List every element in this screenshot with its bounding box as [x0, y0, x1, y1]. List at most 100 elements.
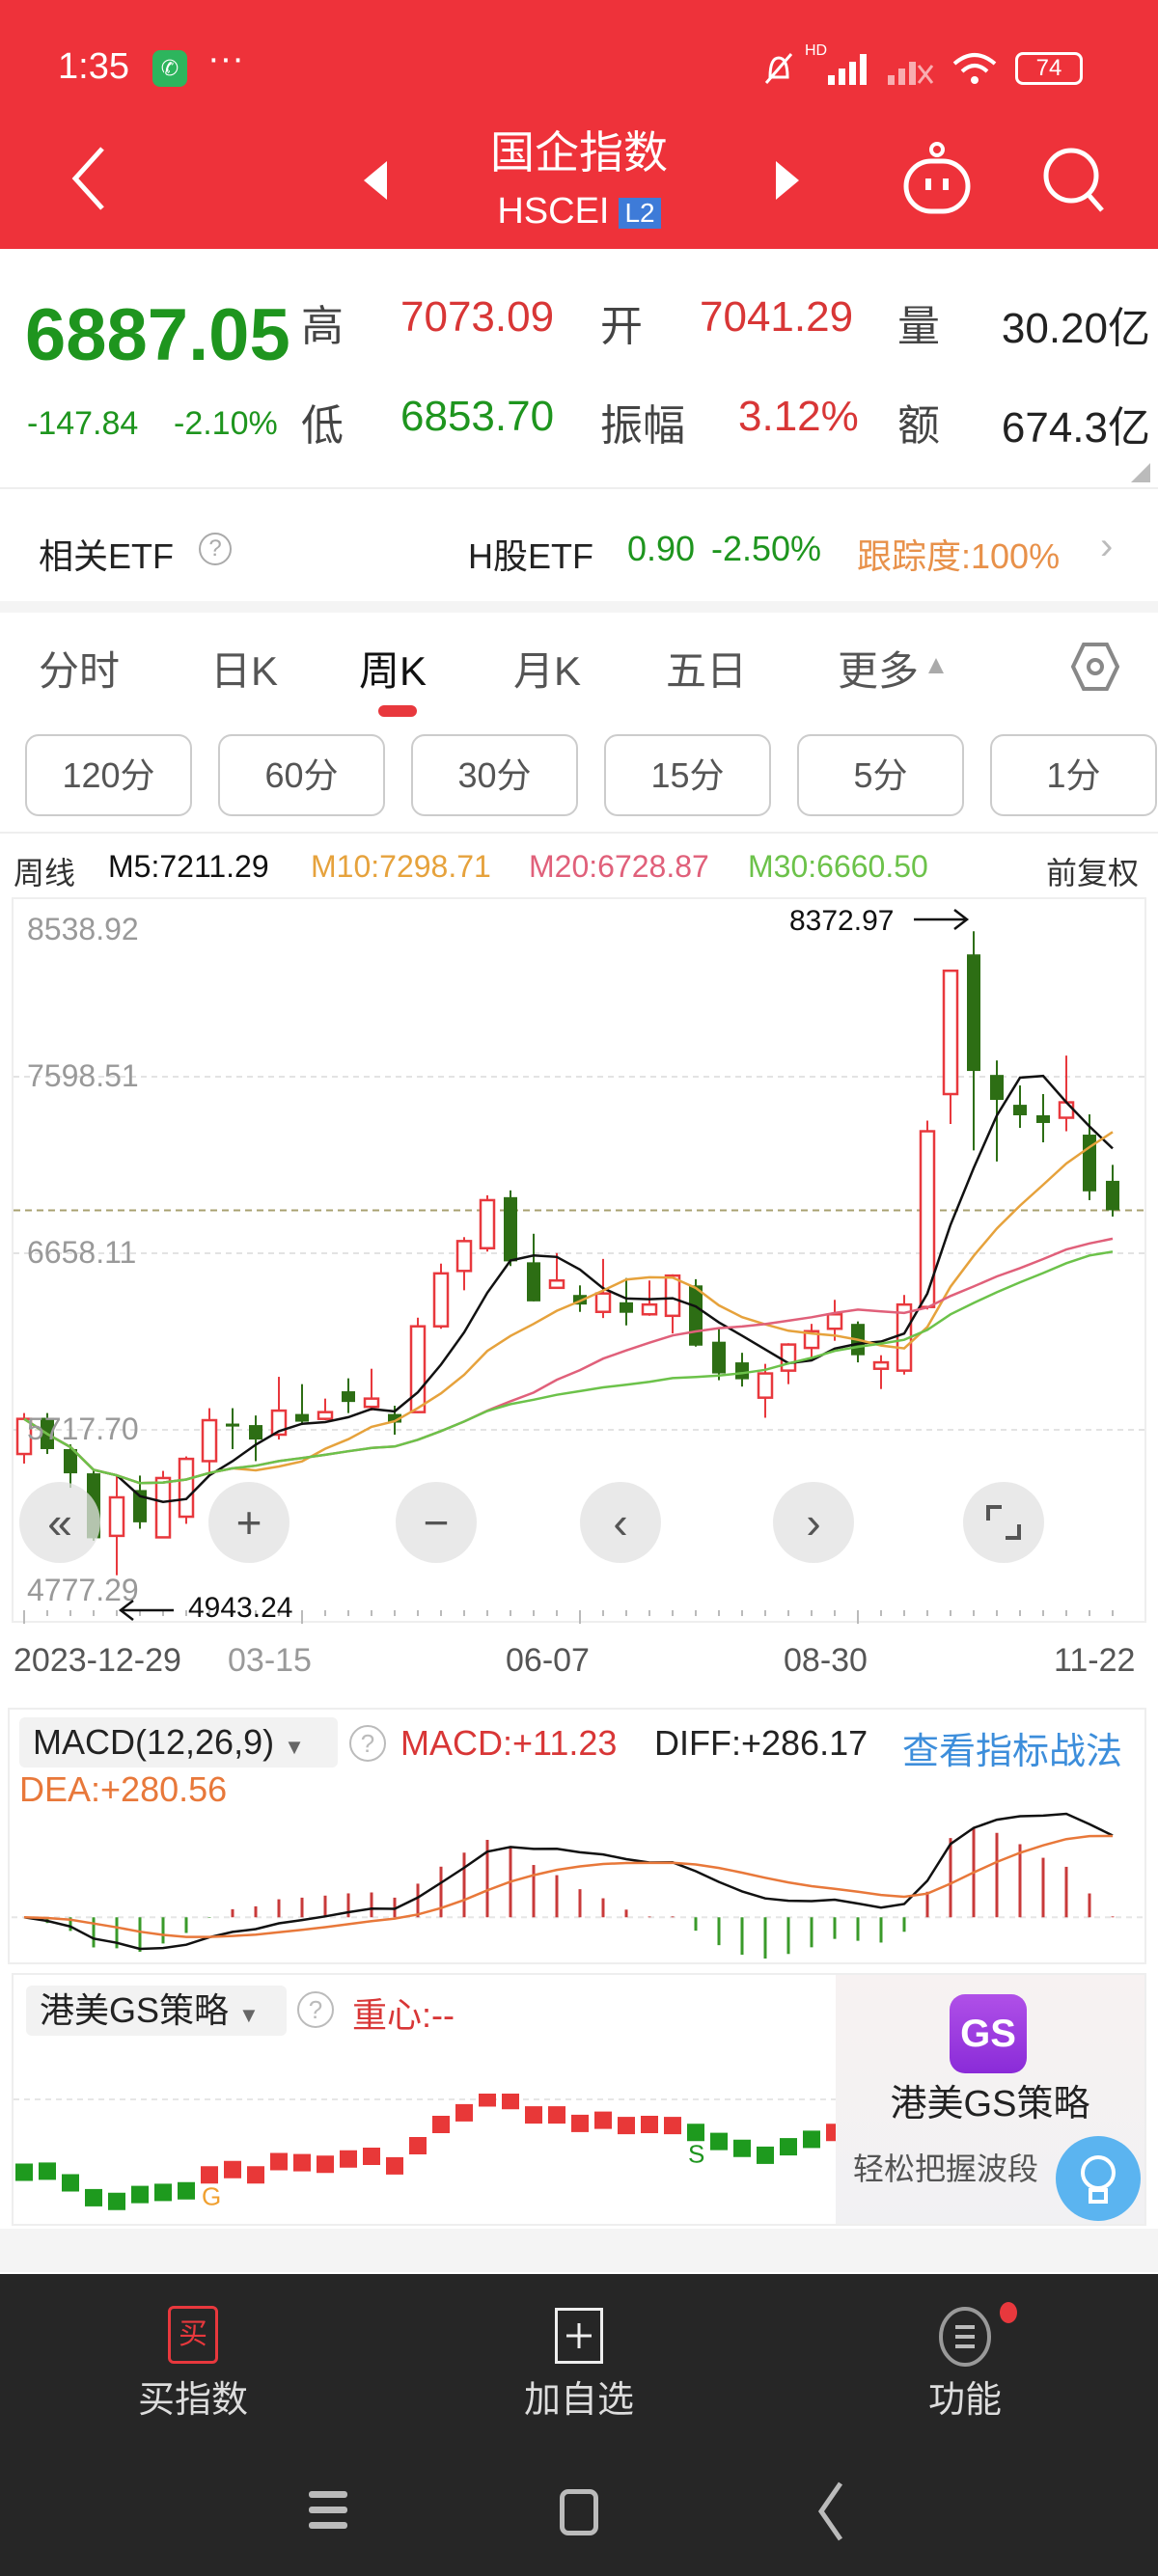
- macd-selector[interactable]: MACD(12,26,9) ▼: [19, 1717, 338, 1768]
- tab-2[interactable]: 周K: [359, 648, 427, 694]
- candle-up: [548, 1278, 565, 1290]
- candle-up: [154, 1476, 172, 1539]
- next-index-icon[interactable]: [772, 159, 801, 202]
- gs-block: [618, 2117, 635, 2135]
- plus-square-icon: [555, 2308, 603, 2364]
- phone-call-icon: ✆: [152, 50, 187, 87]
- system-back-button[interactable]: [815, 2480, 844, 2543]
- zoom-out-button[interactable]: −: [396, 1482, 477, 1563]
- network-label: HD: [805, 42, 828, 59]
- buy-icon: 买: [168, 2306, 218, 2364]
- gs-promo-card[interactable]: GS 港美GS策略 轻松把握波段: [836, 1975, 1144, 2224]
- adjust-mode[interactable]: 前复权: [1045, 856, 1139, 891]
- interval-button[interactable]: 30分: [411, 734, 578, 816]
- amplitude-value: 3.12%: [738, 393, 859, 440]
- gs-chart: GS: [14, 2094, 840, 2210]
- help-icon[interactable]: ?: [349, 1725, 386, 1762]
- candle-up: [15, 1417, 33, 1456]
- gs-block: [224, 2160, 241, 2179]
- prev-index-icon[interactable]: [362, 159, 391, 202]
- gs-block: [687, 2124, 704, 2142]
- gs-block: [455, 2103, 473, 2122]
- gs-block: [363, 2148, 380, 2165]
- open-label: 开: [600, 303, 643, 350]
- x-tick-label: 03-15: [228, 1642, 312, 1679]
- candle-down: [226, 1423, 239, 1427]
- buy-index-label: 买指数: [137, 2380, 248, 2421]
- divider: [0, 487, 1158, 489]
- tab-0[interactable]: 分时: [39, 648, 121, 694]
- etf-name: H股ETF: [468, 536, 593, 576]
- min-price-annotation: 4943.24: [188, 1592, 293, 1624]
- system-home-button[interactable]: [560, 2489, 598, 2535]
- help-icon[interactable]: ?: [297, 1991, 334, 2028]
- back-icon[interactable]: [69, 145, 108, 212]
- related-etf-row[interactable]: 相关ETF ? H股ETF 0.90 -2.50% 跟踪度:100% ›: [0, 490, 1158, 601]
- candle-up: [803, 1329, 820, 1350]
- interval-button[interactable]: 5分: [797, 734, 964, 816]
- etf-pct: -2.50%: [711, 529, 822, 568]
- candle-up: [479, 1198, 496, 1250]
- buy-index-button[interactable]: 买 买指数: [77, 2306, 309, 2422]
- expand-corner-icon[interactable]: [1131, 463, 1150, 482]
- system-recents-button[interactable]: [307, 2487, 349, 2534]
- search-icon[interactable]: [1040, 145, 1108, 216]
- gs-block: [548, 2106, 565, 2124]
- gs-block: [525, 2106, 542, 2124]
- high-label: 高: [301, 303, 344, 350]
- help-icon[interactable]: ?: [199, 533, 232, 565]
- candle-down: [735, 1362, 749, 1380]
- candle-down: [64, 1448, 77, 1474]
- macd-chart: [12, 1812, 1144, 1959]
- more-notifications-icon: ···: [207, 39, 244, 79]
- gs-block: [15, 2163, 33, 2181]
- scroll-to-start-button[interactable]: «: [19, 1482, 100, 1563]
- gs-block: [293, 2153, 311, 2172]
- gs-block: [432, 2116, 450, 2133]
- divider: [0, 832, 1158, 834]
- functions-button[interactable]: 功能: [849, 2302, 1081, 2422]
- signal-icon: [828, 54, 867, 85]
- candle-down: [689, 1285, 703, 1346]
- x-tick-label: 06-07: [506, 1642, 590, 1679]
- add-watchlist-button[interactable]: 加自选: [463, 2306, 695, 2422]
- gs-promo-subtitle: 轻松把握波段: [853, 2151, 1039, 2186]
- ma20-line: [23, 1237, 1114, 1485]
- indicator-strategy-link[interactable]: 查看指标战法: [902, 1732, 1123, 1772]
- candle-down: [1013, 1105, 1027, 1115]
- zoom-in-button[interactable]: +: [208, 1482, 290, 1563]
- robot-assistant-icon[interactable]: [902, 140, 972, 217]
- settings-icon[interactable]: [1071, 642, 1119, 692]
- interval-button[interactable]: 1分: [990, 734, 1157, 816]
- gs-block: [85, 2188, 102, 2206]
- candle-down: [504, 1196, 517, 1262]
- tab-3[interactable]: 月K: [513, 648, 582, 694]
- tab-1[interactable]: 日K: [210, 648, 279, 694]
- low-label: 低: [301, 402, 344, 450]
- interval-button[interactable]: 15分: [604, 734, 771, 816]
- active-tab-indicator: [378, 705, 417, 717]
- volume-value: 30.20亿: [1001, 305, 1150, 352]
- lightbulb-tips-button[interactable]: [1056, 2136, 1141, 2221]
- gs-promo-title: 港美GS策略: [890, 2084, 1090, 2124]
- dea-line: [23, 1834, 1114, 1938]
- fullscreen-button[interactable]: [963, 1482, 1044, 1563]
- interval-button[interactable]: 60分: [218, 734, 385, 816]
- tab-4[interactable]: 五日: [666, 648, 748, 694]
- gs-selector[interactable]: 港美GS策略 ▼: [26, 1986, 287, 2036]
- etf-label: 相关ETF: [39, 536, 174, 576]
- candle-up: [594, 1292, 612, 1313]
- gs-block: [594, 2111, 612, 2129]
- scroll-right-button[interactable]: ›: [773, 1482, 854, 1563]
- gs-selector-label: 港美GS策略: [40, 1990, 230, 2030]
- x-tick-label: 08-30: [784, 1642, 868, 1679]
- x-tick-label: 2023-12-29: [14, 1642, 181, 1679]
- tab-5[interactable]: 更多: [838, 648, 920, 694]
- scroll-left-button[interactable]: ‹: [580, 1482, 661, 1563]
- mute-icon: [764, 53, 793, 84]
- candle-down: [249, 1425, 262, 1440]
- open-value: 7041.29: [700, 293, 854, 341]
- notification-dot: [1000, 2302, 1017, 2323]
- arrow-right-icon: [914, 909, 970, 930]
- interval-button[interactable]: 120分: [25, 734, 192, 816]
